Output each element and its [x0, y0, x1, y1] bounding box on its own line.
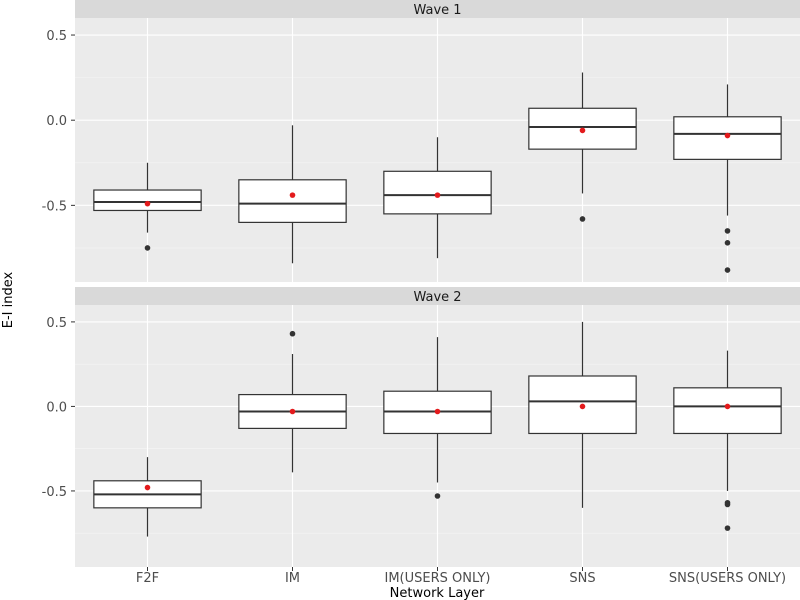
mean-point: [144, 200, 151, 207]
x-tick-label: SNS(USERS ONLY): [669, 571, 786, 586]
outlier-point: [289, 330, 296, 337]
outlier-point: [724, 501, 731, 508]
y-tick-label: 0.5: [46, 29, 67, 44]
mean-point: [724, 403, 731, 410]
x-tick-label: SNS: [569, 571, 595, 586]
mean-point: [579, 403, 586, 410]
mean-point: [724, 132, 731, 139]
panel-2: Wave 2 -0.5 0.0 0.5: [42, 287, 800, 567]
outlier-point: [724, 228, 731, 234]
mean-point: [144, 484, 151, 491]
box-im-users-only: [383, 337, 492, 499]
y-tick-label: -0.5: [42, 485, 67, 500]
iqr-box: [93, 189, 202, 212]
y-tick-label: 0.0: [46, 400, 67, 415]
mean-point: [434, 408, 441, 415]
box-sns-users-only: [673, 350, 782, 531]
box-sns-users-only: [673, 84, 782, 273]
box-im-users-only: [383, 137, 492, 259]
y-axis-title: E-I index: [1, 271, 16, 328]
outlier-point: [579, 216, 586, 222]
iqr-box: [673, 387, 782, 435]
chart-panels: Wave 1 -0.5 0.0 0.5 Wave 2 -0.5 0.0 0.5: [42, 0, 800, 567]
outlier-point: [434, 493, 441, 499]
x-axis: F2F IM IM(USERS ONLY) SNS SNS(USERS ONLY): [136, 567, 786, 586]
box-im: [238, 330, 347, 473]
y-tick-label: 0.0: [46, 114, 67, 129]
x-tick-label: IM: [285, 571, 300, 586]
outlier-point: [724, 525, 731, 531]
facet-strip: [75, 287, 800, 305]
mean-point: [579, 127, 586, 134]
facet-strip: [75, 0, 800, 18]
box-f2f: [93, 162, 202, 251]
facet-strip-label: Wave 2: [413, 290, 461, 305]
x-axis-title: Network Layer: [390, 586, 485, 600]
outlier-point: [724, 240, 731, 246]
panel-1: Wave 1 -0.5 0.0 0.5: [42, 0, 800, 282]
outlier-point: [724, 267, 731, 273]
x-tick-label: F2F: [136, 571, 159, 586]
iqr-box: [238, 179, 347, 223]
box-sns: [528, 72, 637, 222]
box-sns: [528, 321, 637, 508]
facet-strip-label: Wave 1: [413, 3, 461, 18]
x-tick-label: IM(USERS ONLY): [384, 571, 490, 586]
mean-point: [289, 408, 296, 415]
mean-point: [434, 192, 441, 198]
box-im: [238, 125, 347, 264]
y-tick-label: -0.5: [42, 199, 67, 214]
outlier-point: [144, 245, 151, 251]
mean-point: [289, 192, 296, 198]
y-tick-label: 0.5: [46, 316, 67, 331]
box-f2f: [93, 457, 202, 537]
